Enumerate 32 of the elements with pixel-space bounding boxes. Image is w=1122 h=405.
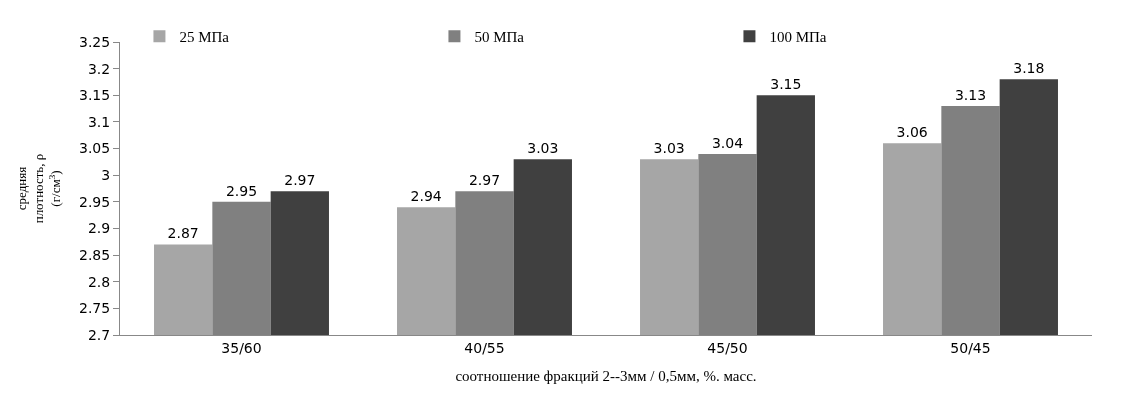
y-tick-label: 2.85 (79, 247, 111, 263)
data-label: 3.06 (896, 124, 928, 141)
data-label: 3.18 (1013, 60, 1045, 77)
y-tick-label: 3.25 (79, 33, 111, 50)
y-tick-label: 2.8 (87, 273, 111, 290)
legend-label: 100 МПа (769, 29, 827, 46)
y-tick-label: 3 (101, 167, 111, 184)
x-tick-label: 35/60 (221, 339, 262, 356)
legend-label: 25 МПа (179, 29, 230, 46)
y-tick-label: 3.05 (79, 140, 111, 157)
legend-label: 50 МПа (474, 29, 525, 46)
y-tick-label: 3.2 (87, 60, 111, 77)
y-tick-label: 2.7 (87, 326, 111, 343)
data-label: 2.94 (410, 188, 442, 205)
data-label: 3.13 (954, 86, 987, 103)
y-tick-label: 2.75 (79, 300, 111, 317)
data-label: 3.04 (711, 134, 744, 151)
y-tick-label: 3.1 (87, 113, 111, 130)
data-label: 3.03 (653, 140, 685, 157)
data-label: 3.15 (770, 76, 802, 93)
x-tick-label: 45/50 (707, 339, 748, 356)
y-tick-label: 2.9 (87, 220, 111, 237)
data-label: 2.97 (468, 172, 501, 189)
data-label: 2.95 (225, 182, 258, 199)
data-label: 3.03 (527, 140, 559, 157)
y-tick-label: 3.15 (79, 87, 111, 104)
data-label: 2.97 (284, 172, 316, 189)
x-tick-label: 40/55 (464, 339, 505, 356)
x-axis-title: соотношение фракций 2--3мм / 0,5мм, %. масс. (455, 367, 757, 384)
x-tick-label: 50/45 (950, 339, 991, 356)
data-label: 2.87 (167, 225, 199, 242)
y-tick-label: 2.95 (79, 193, 111, 210)
